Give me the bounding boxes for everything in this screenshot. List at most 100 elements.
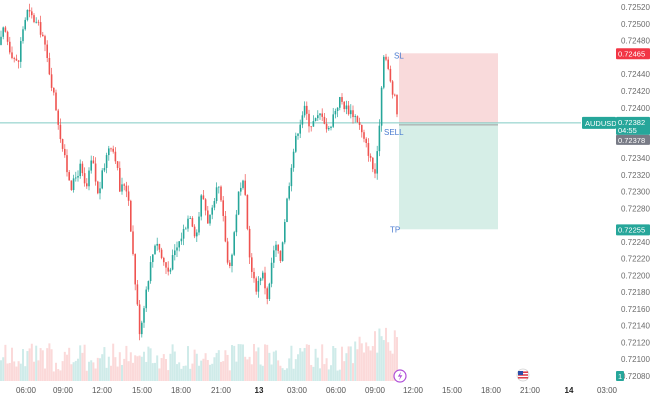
volume-bar xyxy=(52,371,55,381)
bottom-badge-text: 1 xyxy=(618,372,622,381)
stop-loss-zone[interactable] xyxy=(399,53,498,123)
lightning-event-icon[interactable] xyxy=(393,369,407,383)
candle-body xyxy=(55,92,57,111)
volume-bar xyxy=(59,370,62,381)
candle-body xyxy=(108,148,110,156)
volume-bar xyxy=(105,367,108,381)
volume-bar xyxy=(349,346,352,381)
candle-body xyxy=(79,163,81,177)
candle-body xyxy=(103,167,106,171)
candle-body xyxy=(310,126,312,128)
volume-bar xyxy=(268,352,271,381)
candle-body xyxy=(50,74,53,88)
price-tick-label: 0.72240 xyxy=(621,238,650,247)
price-tick-label: 0.72280 xyxy=(621,204,650,213)
take-profit-zone[interactable] xyxy=(399,122,498,230)
position-zones[interactable] xyxy=(399,53,498,230)
candle-body xyxy=(237,191,240,215)
candle-body xyxy=(68,172,70,181)
volume-bar xyxy=(8,362,11,381)
time-axis[interactable]: 06:00 09:00 12:00 15:00 18:00 21:00 13 03:00 06:… xyxy=(16,386,618,395)
volume-bar xyxy=(176,364,178,381)
volume-bar xyxy=(74,360,77,381)
volume-bar xyxy=(13,361,16,381)
volume-bar xyxy=(127,361,130,381)
candle-body xyxy=(6,31,9,42)
volume-bar xyxy=(55,362,57,381)
candle-body xyxy=(251,257,253,272)
candle-body xyxy=(328,127,330,130)
volume-bar xyxy=(250,364,253,381)
volume-bar xyxy=(33,361,35,381)
volume-bar xyxy=(239,344,242,381)
candle-body xyxy=(279,250,282,261)
volume-bar xyxy=(281,368,284,381)
volume-bar xyxy=(266,344,269,381)
volume-bar xyxy=(387,342,390,381)
candle-body xyxy=(391,81,394,95)
volume-bar xyxy=(169,353,172,381)
current-price-badge xyxy=(616,116,650,135)
volume-bar xyxy=(79,345,82,381)
candle-body xyxy=(70,180,73,191)
candle-body xyxy=(226,241,229,263)
volume-bar xyxy=(171,344,174,381)
candle-body xyxy=(88,170,90,187)
price-axis[interactable]: 0.72520 0.72500 0.72480 0.72465 0.72440 0.724… xyxy=(621,3,650,381)
tp-label[interactable]: TP xyxy=(390,225,400,234)
volume-bar xyxy=(334,348,337,381)
volume-bar xyxy=(112,343,115,381)
candle-body xyxy=(301,115,304,125)
volume-bar xyxy=(0,360,2,381)
volume-bar xyxy=(191,363,194,381)
volume-bar xyxy=(347,346,350,381)
candle-body xyxy=(31,11,33,16)
volume-bar xyxy=(39,348,42,381)
candle-body xyxy=(352,110,354,118)
candle-body xyxy=(363,132,365,139)
candle-body xyxy=(198,216,200,233)
volume-bar xyxy=(204,353,207,381)
sl-label[interactable]: SL xyxy=(394,51,404,60)
candle-body xyxy=(292,151,295,168)
volume-bar xyxy=(277,360,280,381)
candle-body xyxy=(255,278,257,292)
candle-body xyxy=(286,198,288,223)
volume-bar xyxy=(297,354,299,381)
us-flag-event-icon[interactable] xyxy=(516,368,530,382)
candle-body xyxy=(222,200,224,216)
candle-body xyxy=(334,110,337,115)
candle-body xyxy=(0,36,2,45)
volume-bar xyxy=(180,368,183,381)
candle-body xyxy=(191,218,194,227)
candle-body xyxy=(42,34,44,37)
bid-price-badge xyxy=(616,134,650,145)
current-price-badge-text: 0.72382 xyxy=(618,118,645,127)
candle-body xyxy=(15,58,18,61)
candle-body xyxy=(20,41,22,62)
candle-body xyxy=(257,280,260,292)
candle-body xyxy=(97,181,99,194)
volume-bar xyxy=(369,350,372,381)
volume-bar xyxy=(123,358,126,381)
candle-body xyxy=(46,44,48,58)
sell-label[interactable]: SELL xyxy=(384,128,404,137)
candle-body xyxy=(121,184,123,192)
volume-bar xyxy=(44,368,46,381)
volume-bar xyxy=(235,361,238,381)
candle-body xyxy=(317,115,319,119)
volume-bar xyxy=(138,355,141,381)
volume-bar xyxy=(2,357,5,381)
volume-bar xyxy=(125,345,128,381)
candle-body xyxy=(83,173,86,184)
volume-bar xyxy=(264,344,266,381)
volume-bar xyxy=(211,363,214,381)
volume-bar xyxy=(345,353,348,381)
volume-bar xyxy=(30,343,33,381)
candle-body xyxy=(343,101,345,110)
volume-bar xyxy=(380,336,383,381)
candle-body xyxy=(158,243,161,250)
candle-body xyxy=(299,124,301,134)
candle-body xyxy=(372,157,374,170)
